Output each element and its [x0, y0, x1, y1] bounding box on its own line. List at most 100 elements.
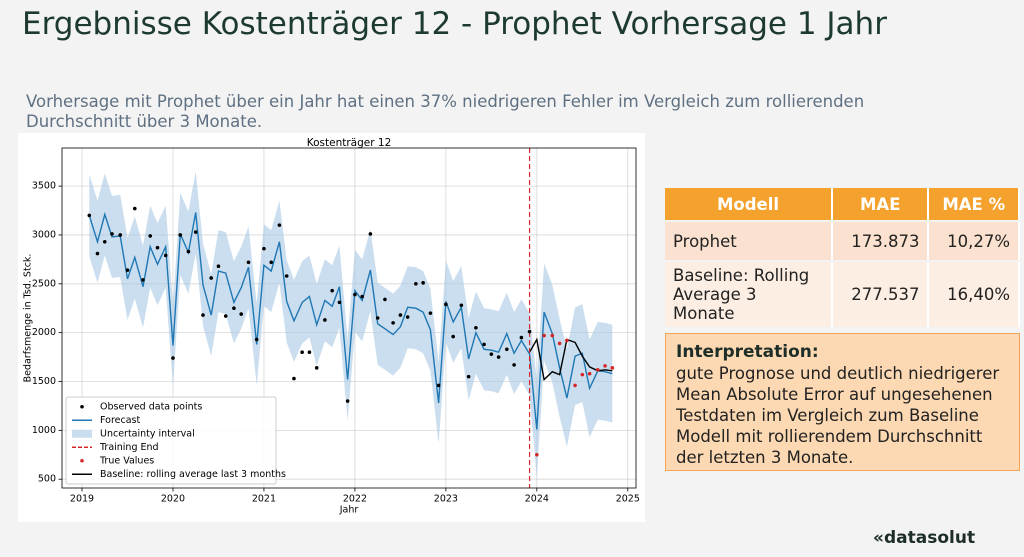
- point: [451, 334, 455, 339]
- point: [277, 223, 282, 227]
- point: [505, 347, 509, 352]
- legend-swatch: [80, 458, 84, 463]
- legend-label: Baseline: rolling average last 3 months: [100, 469, 286, 480]
- legend-swatch: [80, 404, 84, 409]
- point: [436, 383, 441, 388]
- point: [542, 333, 546, 338]
- point: [512, 363, 516, 367]
- legend-swatch: [72, 429, 92, 438]
- point: [527, 329, 532, 334]
- point: [239, 312, 244, 316]
- point: [375, 316, 380, 320]
- point: [307, 350, 312, 354]
- point: [246, 260, 251, 265]
- point: [254, 337, 259, 342]
- subtitle: Vorhersage mit Prophet über ein Jahr hat…: [26, 92, 864, 132]
- point: [496, 355, 501, 359]
- point: [110, 232, 114, 236]
- point: [148, 234, 153, 238]
- cell: 277.537: [833, 262, 930, 327]
- point: [345, 399, 350, 403]
- point: [535, 452, 539, 457]
- point: [155, 245, 160, 250]
- chart: Kostenträger 12 Jahr Bedarfsmenge in Tsd…: [18, 133, 645, 522]
- interpretation-box: Interpretation: gute Prognose und deutli…: [665, 333, 1020, 471]
- cell: Baseline: Rolling Average 3 Monate: [665, 262, 833, 327]
- point: [573, 383, 577, 388]
- point: [383, 297, 387, 302]
- point: [557, 341, 562, 346]
- point: [209, 276, 213, 280]
- point: [519, 335, 524, 340]
- chart-title: Kostenträger 12: [307, 137, 392, 149]
- point: [201, 313, 205, 317]
- point: [171, 356, 175, 360]
- point: [353, 292, 357, 297]
- point: [163, 253, 168, 258]
- y-tick-label: 3000: [32, 229, 56, 240]
- subtitle-line: Durchschnitt über 3 Monate.: [26, 112, 263, 131]
- cell: 173.873: [833, 222, 930, 260]
- point: [284, 274, 289, 278]
- legend-box: [65, 396, 277, 485]
- legend: Observed data points Forecast Uncertainty …: [65, 396, 286, 485]
- header-cell: Modell: [665, 188, 833, 220]
- legend-label: True Values: [99, 455, 154, 466]
- point: [587, 371, 592, 376]
- point: [216, 264, 221, 269]
- point: [428, 311, 433, 315]
- point: [186, 249, 191, 254]
- point: [95, 251, 100, 256]
- point: [102, 239, 107, 244]
- line: [88, 211, 613, 430]
- point: [595, 367, 600, 372]
- point: [405, 315, 410, 319]
- point: [125, 268, 130, 272]
- legend-label: Uncertainty interval: [100, 428, 195, 439]
- cell: 16,40%: [929, 262, 1020, 327]
- point: [398, 313, 403, 317]
- y-tick-label: 500: [38, 474, 56, 485]
- table-header: Modell MAE MAE %: [665, 188, 1020, 220]
- point: [132, 206, 137, 211]
- point: [580, 372, 585, 377]
- x-tick-label: 2020: [161, 494, 185, 505]
- point: [414, 282, 418, 286]
- point: [269, 260, 274, 265]
- point: [262, 246, 266, 251]
- point: [337, 300, 342, 305]
- point: [223, 314, 228, 318]
- point: [391, 321, 395, 325]
- y-tick-label: 2000: [32, 327, 56, 338]
- interpretation-text: gute Prognose und deutlich niedrigerer M…: [676, 364, 1000, 467]
- point: [474, 325, 478, 330]
- point: [489, 352, 494, 356]
- x-tick-label: 2022: [343, 494, 367, 505]
- point: [466, 374, 471, 379]
- plot-frame: [61, 147, 637, 489]
- point: [314, 366, 319, 370]
- logo: «datasolut: [873, 528, 976, 548]
- point: [323, 318, 327, 322]
- legend-label: Training End: [99, 442, 159, 453]
- point: [178, 233, 183, 237]
- table-row: Prophet 173.873 10,27%: [665, 222, 1020, 260]
- point: [118, 233, 123, 237]
- slide-title: Ergebnisse Kostenträger 12 - Prophet Vor…: [22, 6, 887, 42]
- point: [459, 303, 464, 308]
- y-axis-label: Bedarfsmenge in Tsd. Stck.: [23, 254, 34, 383]
- y-tick-label: 2500: [32, 278, 56, 289]
- point: [232, 306, 236, 311]
- point: [292, 376, 296, 381]
- y-tick-label: 3500: [32, 181, 56, 192]
- x-tick-label: 2021: [252, 494, 276, 505]
- point: [565, 338, 569, 343]
- legend-label: Observed data points: [100, 401, 202, 412]
- x-tick-label: 2025: [616, 494, 640, 505]
- cell: 10,27%: [929, 222, 1020, 260]
- interpretation-heading: Interpretation:: [676, 342, 819, 362]
- point: [330, 288, 334, 293]
- legend-label: Forecast: [100, 415, 140, 426]
- point: [421, 281, 425, 285]
